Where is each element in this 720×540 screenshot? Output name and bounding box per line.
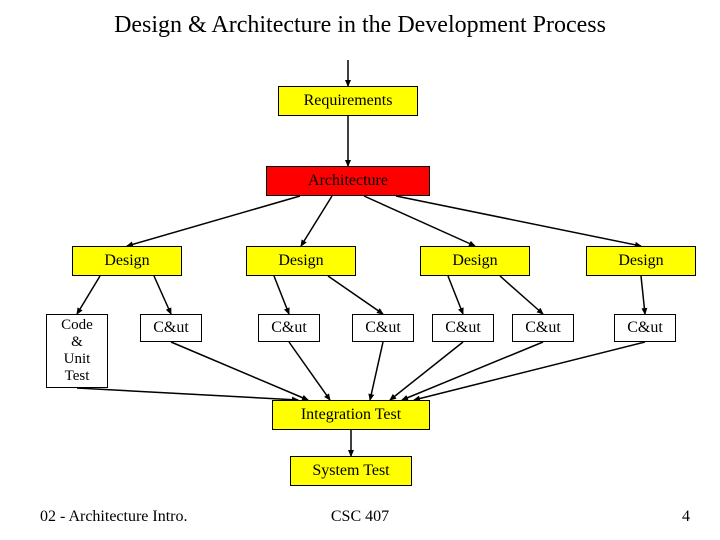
node-des4: Design [586,246,696,276]
edge [448,276,463,314]
node-sys: System Test [290,456,412,486]
edge [77,388,298,400]
node-arch: Architecture [266,166,430,196]
edge [500,276,543,314]
node-c2: C&ut [140,314,202,342]
node-integ: Integration Test [272,400,430,430]
edge [370,342,383,400]
edge [414,342,645,400]
footer-center: CSC 407 [0,508,720,526]
node-des3: Design [420,246,530,276]
node-c5: C&ut [432,314,494,342]
edge [77,276,100,314]
edge [402,342,543,400]
node-req: Requirements [278,86,418,116]
edge [154,276,171,314]
edge [289,342,330,400]
node-des2: Design [246,246,356,276]
edge [127,196,300,246]
node-c7: C&ut [614,314,676,342]
edge [171,342,308,400]
edge [364,196,475,246]
page-title: Design & Architecture in the Development… [0,12,720,39]
node-c6: C&ut [512,314,574,342]
node-c1: Code & Unit Test [46,314,108,388]
edge [301,196,332,246]
edge [274,276,289,314]
edge [641,276,645,314]
node-c4: C&ut [352,314,414,342]
edge [396,196,641,246]
edge [328,276,383,314]
node-des1: Design [72,246,182,276]
footer-right: 4 [682,508,690,526]
node-c3: C&ut [258,314,320,342]
edge [390,342,463,400]
